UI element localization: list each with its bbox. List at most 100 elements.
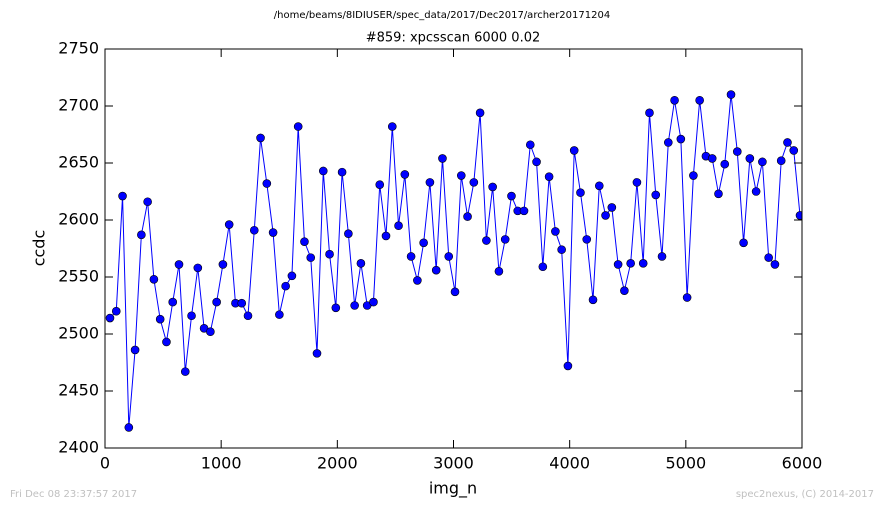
data-point	[413, 276, 422, 285]
data-point	[726, 90, 736, 99]
data-point	[162, 337, 171, 347]
data-point	[532, 157, 541, 167]
x-tick-label: 4000	[549, 454, 590, 473]
data-point	[149, 274, 159, 284]
data-point	[306, 253, 316, 262]
data-point	[381, 231, 391, 241]
x-tick-label: 2000	[317, 454, 358, 473]
data-point	[469, 178, 479, 187]
data-point	[224, 220, 234, 229]
data-point	[174, 260, 184, 269]
data-point	[732, 147, 742, 156]
data-point	[801, 202, 802, 204]
data-point	[218, 260, 228, 269]
data-point	[563, 361, 573, 371]
data-point	[450, 287, 460, 297]
data-point	[795, 211, 802, 220]
x-axis-label: img_n	[429, 479, 477, 499]
data-point	[193, 263, 203, 273]
data-point	[789, 146, 799, 155]
data-point	[237, 298, 247, 308]
chart-subtitle: #859: xpcsscan 6000 0.02	[366, 31, 541, 46]
y-tick-label: 2550	[58, 267, 99, 286]
data-point	[551, 227, 560, 236]
data-point	[300, 237, 309, 246]
data-point	[626, 259, 635, 268]
data-point	[594, 181, 604, 191]
data-point	[651, 190, 661, 200]
y-tick-label: 2750	[58, 39, 99, 58]
x-tick-label: 3000	[433, 454, 474, 473]
data-point	[331, 303, 341, 313]
data-point	[663, 138, 673, 147]
data-point	[670, 96, 679, 105]
data-point	[375, 180, 385, 189]
data-point	[256, 133, 265, 143]
data-point	[776, 156, 786, 166]
data-point	[588, 295, 598, 305]
data-point	[118, 191, 127, 201]
data-point	[751, 187, 761, 196]
data-point	[137, 230, 146, 240]
data-point	[707, 154, 717, 163]
data-point	[187, 311, 196, 321]
data-point	[425, 178, 435, 187]
data-point	[482, 236, 491, 245]
data-point	[745, 154, 755, 163]
data-point	[557, 245, 566, 254]
data-point	[720, 159, 730, 169]
data-point	[758, 157, 767, 167]
data-point	[325, 249, 334, 259]
data-point	[431, 265, 441, 275]
data-point	[638, 259, 648, 268]
data-point	[293, 122, 303, 131]
data-point	[488, 182, 497, 192]
data-point	[111, 306, 121, 316]
data-point	[124, 423, 134, 432]
data-point	[287, 271, 297, 281]
x-tick-label: 5000	[665, 454, 706, 473]
data-point	[538, 262, 548, 272]
x-tick-label: 1000	[201, 454, 242, 473]
data-point	[400, 170, 410, 179]
data-point	[632, 178, 642, 187]
data-point	[507, 191, 516, 201]
data-point	[168, 297, 178, 307]
data-point	[318, 166, 328, 176]
data-point	[387, 122, 397, 131]
data-point	[243, 311, 253, 321]
data-point	[607, 203, 617, 212]
data-point	[456, 171, 466, 180]
data-point	[475, 108, 485, 118]
data-point	[105, 313, 115, 323]
data-point	[657, 252, 667, 261]
y-tick-label: 2500	[58, 324, 99, 343]
x-tick-label: 6000	[782, 454, 823, 473]
data-point	[582, 235, 592, 244]
data-point	[770, 260, 780, 269]
data-point	[249, 225, 259, 235]
y-tick-label: 2400	[58, 438, 99, 457]
plot-area	[105, 90, 802, 432]
data-point	[350, 301, 359, 310]
data-point	[281, 281, 290, 291]
data-point	[500, 235, 510, 244]
axes-frame	[104, 48, 803, 449]
data-point	[130, 345, 140, 355]
data-point	[645, 108, 654, 118]
data-point	[676, 134, 686, 144]
data-point	[206, 327, 215, 337]
data-point	[544, 172, 554, 181]
data-point	[519, 206, 529, 216]
data-point	[344, 229, 353, 238]
data-point	[739, 238, 748, 248]
data-point	[268, 228, 278, 237]
data-point	[576, 188, 585, 197]
data-point	[494, 266, 504, 276]
data-point	[525, 140, 535, 150]
data-point	[356, 259, 366, 268]
data-point	[783, 138, 792, 147]
data-point	[695, 96, 704, 105]
data-point	[620, 286, 629, 295]
